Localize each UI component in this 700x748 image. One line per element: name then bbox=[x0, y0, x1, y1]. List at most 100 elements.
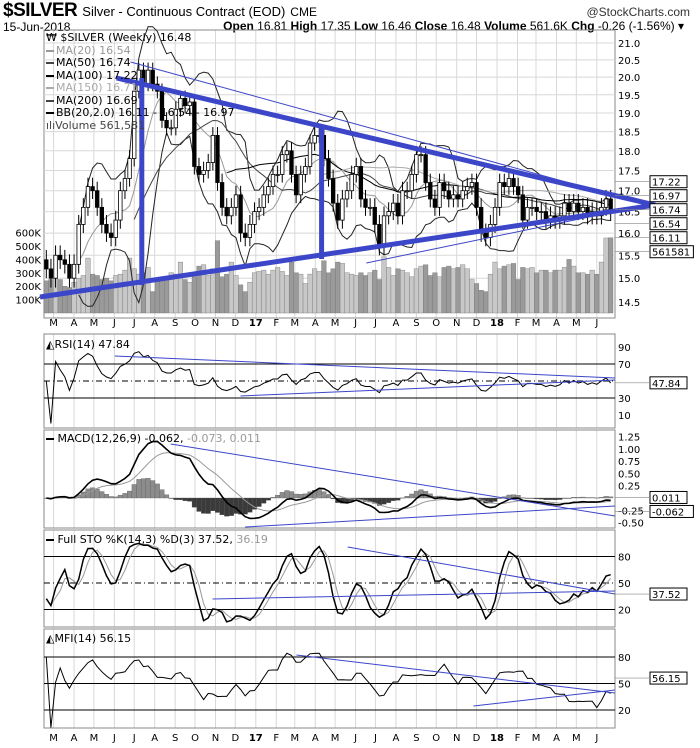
date-tick-label: M bbox=[331, 318, 340, 329]
volume-bar bbox=[372, 269, 378, 314]
volume-bar bbox=[284, 275, 290, 314]
macd-histogram-bar bbox=[529, 497, 535, 499]
legend-ma100-text: MA(100) 17.22 bbox=[56, 68, 138, 82]
date-tick-label: S bbox=[413, 733, 419, 744]
price-tick-label: 18.5 bbox=[618, 128, 640, 139]
candle-down bbox=[516, 186, 521, 196]
date-tick-label: O bbox=[432, 318, 440, 329]
macd-histogram-bar bbox=[594, 497, 600, 499]
rsi-title: RSI(14) 47.84 bbox=[54, 338, 130, 351]
candle-up bbox=[229, 206, 234, 217]
value-tag bbox=[649, 490, 688, 504]
volume-bar bbox=[238, 284, 244, 314]
macd-swatch bbox=[46, 438, 54, 440]
candle-up bbox=[261, 194, 266, 208]
value-tag bbox=[649, 376, 688, 390]
symbol-title: $SILVER bbox=[3, 0, 78, 21]
rsi-label: ◭RSI(14) 47.84 bbox=[46, 338, 130, 351]
legend-bb: BB(20,2.0) 16.11 - 16.54 - 16.97 bbox=[46, 106, 235, 120]
volume-bar bbox=[302, 283, 308, 314]
rsi-line bbox=[45, 351, 612, 424]
macd-histogram-bar bbox=[178, 497, 183, 500]
volume-bar bbox=[390, 275, 396, 314]
date-tick-label: S bbox=[413, 318, 419, 329]
macd-histogram-bar bbox=[497, 497, 503, 499]
macd-histogram-bar bbox=[265, 497, 271, 501]
value-tag bbox=[649, 189, 688, 203]
date-tick-label: A bbox=[392, 733, 399, 744]
price-tick-label: 14.5 bbox=[618, 298, 640, 309]
macd-histogram-bar bbox=[293, 493, 299, 499]
macd-histogram-bar bbox=[210, 497, 216, 511]
macd-histogram-bar bbox=[506, 494, 512, 499]
exchange: CME bbox=[290, 5, 317, 19]
volume-bar bbox=[524, 268, 530, 314]
candle-down bbox=[576, 202, 581, 212]
candle-down bbox=[423, 154, 428, 183]
candle-down bbox=[58, 254, 63, 261]
legend-price-text: $SILVER (Weekly) 16.48 bbox=[60, 31, 192, 44]
legend-ma150: MA(150) 16.71 bbox=[46, 81, 235, 95]
macd-histogram-bar bbox=[561, 497, 567, 499]
macd-histogram-bar bbox=[326, 494, 331, 499]
value-tag bbox=[649, 203, 688, 217]
price-tick-label: 16.0 bbox=[618, 229, 640, 240]
candle-down bbox=[219, 182, 225, 208]
candle-up bbox=[169, 127, 174, 130]
legend-price: ₩ $SILVER (Weekly) 16.48 bbox=[46, 31, 235, 45]
candle-up bbox=[187, 101, 192, 107]
volume-bar bbox=[589, 269, 595, 314]
macd-histogram-bar bbox=[99, 491, 105, 499]
volume-bar bbox=[501, 265, 507, 314]
volume-bar bbox=[423, 264, 429, 314]
date-tick-label: F bbox=[515, 318, 521, 329]
date-tick-label: D bbox=[473, 733, 481, 744]
date-tick-label: J bbox=[112, 318, 116, 329]
caret-down-icon[interactable]: ▾ bbox=[677, 19, 684, 33]
volume-bar bbox=[321, 260, 327, 314]
sto-trendline bbox=[212, 590, 616, 600]
macd-histogram-bar bbox=[150, 480, 156, 499]
macd-signal-values: -0.073, 0.011 bbox=[187, 432, 261, 445]
rsi-tick-label: 70 bbox=[618, 360, 631, 371]
volume-bar bbox=[515, 279, 521, 314]
date-tick-label: J bbox=[373, 318, 377, 329]
candle-down bbox=[432, 198, 438, 208]
macd-histogram-bar bbox=[103, 494, 109, 499]
panel-frame bbox=[43, 529, 616, 628]
macd-value: -0.062 bbox=[144, 432, 181, 445]
volume-bar bbox=[177, 261, 183, 314]
candle-up bbox=[247, 223, 253, 238]
rsi-tick-label: 10 bbox=[618, 411, 631, 422]
volume-tick-label: 400K bbox=[15, 255, 41, 266]
candle-down bbox=[335, 202, 340, 221]
candle-down bbox=[372, 206, 377, 225]
date-tick-label: O bbox=[191, 733, 199, 744]
value-tag bbox=[649, 245, 694, 259]
volume-bar bbox=[386, 267, 392, 314]
volume-bar bbox=[603, 237, 609, 314]
volume-bar bbox=[251, 272, 257, 314]
candle-up bbox=[529, 206, 535, 209]
volume-bar bbox=[594, 273, 600, 314]
macd-histogram-bar bbox=[140, 478, 146, 499]
date-tick-label: M bbox=[572, 733, 581, 744]
date-tick-label: N bbox=[212, 733, 219, 744]
macd-histogram-bar bbox=[381, 497, 387, 505]
candle-up bbox=[400, 190, 405, 217]
macd-histogram-bar bbox=[117, 494, 123, 499]
macd-title: MACD(12,26,9) bbox=[57, 432, 142, 445]
legend-ma20: MA(20) 16.54 bbox=[46, 44, 235, 58]
brand-link[interactable]: @StockCharts.com bbox=[586, 5, 690, 19]
volume-bar bbox=[464, 268, 470, 314]
candle-down bbox=[164, 119, 169, 129]
date-tick-label: A bbox=[151, 733, 158, 744]
volume-bar bbox=[214, 240, 220, 314]
date-tick-label: O bbox=[432, 733, 440, 744]
volume-bar bbox=[395, 268, 401, 314]
macd-tick-label: 1.00 bbox=[618, 445, 640, 456]
volume-bar bbox=[446, 265, 452, 314]
date-tick-label: A bbox=[312, 733, 319, 744]
sto-trendline bbox=[347, 546, 616, 595]
candle-up bbox=[132, 90, 137, 159]
